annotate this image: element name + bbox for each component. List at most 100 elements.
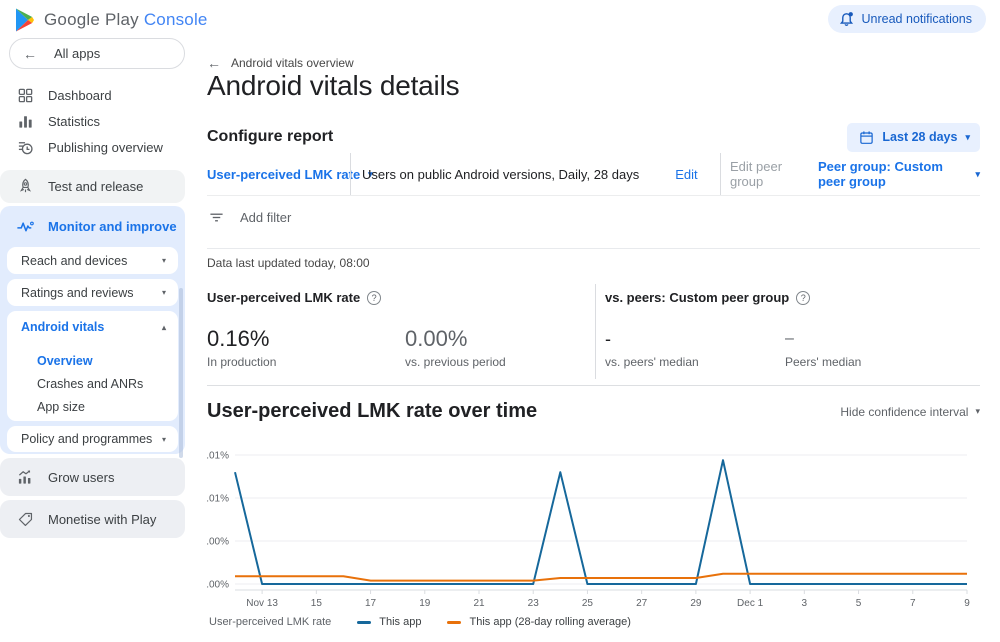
legend-item-rolling-average: This app (28-day rolling average) [447,616,631,628]
report-config-bar: User-perceived LMK rate ▾ Users on publi… [207,153,980,196]
lmk-rate-chart[interactable]: 0.00% 0.00% 0.01% 0.01% Nov 13 15 17 19 21 23 25 27… [207,438,980,610]
sidebar-item-label: Crashes and ANRs [37,376,144,391]
svg-text:9: 9 [964,598,970,609]
svg-text:27: 27 [636,598,648,609]
sidebar-scrollbar[interactable] [179,288,183,458]
stat-peers-median: – Peers' median [785,326,861,369]
sidebar-item-label: Overview [37,353,93,368]
calendar-icon [860,130,874,144]
help-icon[interactable]: ? [367,290,382,305]
svg-text:19: 19 [419,598,431,609]
data-updated-text: Data last updated today, 08:00 [207,256,370,270]
stat-value: 0.16% [207,326,270,351]
unread-notifications-button[interactable]: Unread notifications [827,5,986,33]
rolling-average-swatch [447,620,462,624]
stat-label: In production [207,355,277,369]
svg-text:3: 3 [802,598,808,609]
sidebar-item-policy-and-programmes[interactable]: Policy and programmes ▾ [7,426,178,452]
tag-icon [18,512,33,526]
all-apps-button[interactable]: ← All apps [9,38,185,69]
sidebar-item-test-and-release[interactable]: Test and release [0,170,185,203]
metric-header-label: User-perceived LMK rate [207,290,361,305]
sidebar-item-vitals-overview[interactable]: Overview [7,349,178,372]
peer-group-label: Peer group: Custom peer group [817,159,943,189]
sidebar-item-publishing-overview[interactable]: Publishing overview [0,134,185,160]
main-content: ← Android vitals overview Android vitals… [207,0,980,642]
play-triangle-icon [16,8,34,32]
svg-text:0.01%: 0.01% [207,451,229,462]
stat-label: vs. peers' median [605,355,699,369]
legend-item-label: This app (28-day rolling average) [469,616,631,628]
metric-selector-dropdown[interactable]: User-perceived LMK rate ▾ [207,153,373,195]
sidebar-item-label: Test and release [48,179,144,194]
legend-title: User-perceived LMK rate [209,616,332,628]
chart-header-row: User-perceived LMK rate over time Hide c… [207,400,980,423]
breadcrumb[interactable]: ← Android vitals overview [207,55,354,71]
stat-vs-peers-median: - vs. peers' median [605,326,699,369]
sidebar-item-ratings-and-reviews[interactable]: Ratings and reviews ▾ [7,279,178,306]
stat-label: Peers' median [785,355,862,369]
top-bar: Google Play Console Unread notifications [0,0,1000,40]
edit-peer-group-link[interactable]: Edit peer group [730,159,783,189]
back-arrow-icon: ← [207,55,221,71]
sidebar-item-statistics[interactable]: Statistics [0,108,185,134]
sidebar-item-label: Monetise with Play [48,511,157,527]
sidebar-item-grow-users[interactable]: Grow users [0,458,185,496]
svg-text:17: 17 [365,598,377,609]
sidebar-item-label: Ratings and reviews [21,285,134,300]
svg-text:0.00%: 0.00% [207,537,229,548]
svg-text:0.00%: 0.00% [207,580,229,591]
stat-value: - [605,329,611,349]
confidence-interval-toggle[interactable]: Hide confidence interval ▾ [840,405,980,419]
sidebar-item-reach-and-devices[interactable]: Reach and devices ▾ [7,247,178,274]
rocket-icon [19,178,32,193]
stat-vs-previous-period: 0.00% vs. previous period [405,326,506,369]
stat-value: – [785,330,794,347]
sidebar-item-label: Grow users [48,469,115,485]
stat-label: vs. previous period [405,355,506,369]
metric-selector-label: User-perceived LMK rate [207,166,361,182]
svg-text:21: 21 [473,598,485,609]
add-filter-label: Add filter [240,210,292,225]
divider [207,248,980,249]
svg-text:0.01%: 0.01% [207,494,229,505]
configure-report-row: Configure report Last 28 days ▾ [207,122,980,152]
dashboard-icon [18,88,33,102]
grow-users-icon [18,469,31,484]
chart-legend: User-perceived LMK rate This app This ap… [209,616,631,628]
sidebar-item-crashes-and-anrs[interactable]: Crashes and ANRs [7,372,178,395]
sidebar-item-label: Monitor and improve [48,218,177,234]
sidebar-item-dashboard[interactable]: Dashboard [0,82,185,108]
sidebar-item-app-size[interactable]: App size [7,395,178,418]
caret-down-icon: ▾ [368,168,373,179]
sidebar-item-label: Dashboard [48,87,112,103]
sidebar-group-android-vitals: Android vitals ▴ Overview Crashes and AN… [7,311,178,421]
sidebar-item-label: Policy and programmes [21,432,153,446]
chevron-down-icon: ▾ [161,256,166,265]
configure-report-heading: Configure report [207,128,334,145]
metric-header-label: vs. peers: Custom peer group [605,290,790,305]
sidebar: ← All apps Dashboard Statistics [0,38,185,642]
google-play-console-logo[interactable]: Google Play Console [14,8,208,32]
date-range-button[interactable]: Last 28 days ▾ [847,122,980,152]
edit-dimensions-link[interactable]: Edit [675,166,698,182]
confidence-toggle-label: Hide confidence interval [840,404,969,419]
chevron-up-icon: ▴ [161,322,166,332]
svg-text:Dec 1: Dec 1 [737,598,764,609]
vitals-chart: 0.00% 0.00% 0.01% 0.01% Nov 13 15 17 19 21 23 25 27… [207,451,970,610]
sidebar-item-android-vitals[interactable]: Android vitals ▴ [7,311,178,343]
sidebar-item-monitor-and-improve[interactable]: Monitor and improve [0,206,185,246]
dimensions-segment: Users on public Android versions, Daily,… [362,153,698,195]
metric-group-header: User-perceived LMK rate ? [207,290,382,305]
chevron-down-icon: ▾ [161,288,166,297]
sidebar-item-label: Reach and devices [21,253,128,268]
caret-down-icon: ▾ [965,131,970,142]
svg-text:Nov 13: Nov 13 [246,598,278,609]
chevron-down-icon: ▾ [161,434,166,444]
filter-icon [210,213,223,222]
sidebar-item-monetise-with-play[interactable]: Monetise with Play [0,500,185,538]
add-filter-button[interactable]: Add filter [209,210,291,225]
peer-group-dropdown[interactable]: Peer group: Custom peer group ▾ [818,159,980,189]
svg-text:15: 15 [311,598,323,609]
help-icon[interactable]: ? [796,290,811,305]
